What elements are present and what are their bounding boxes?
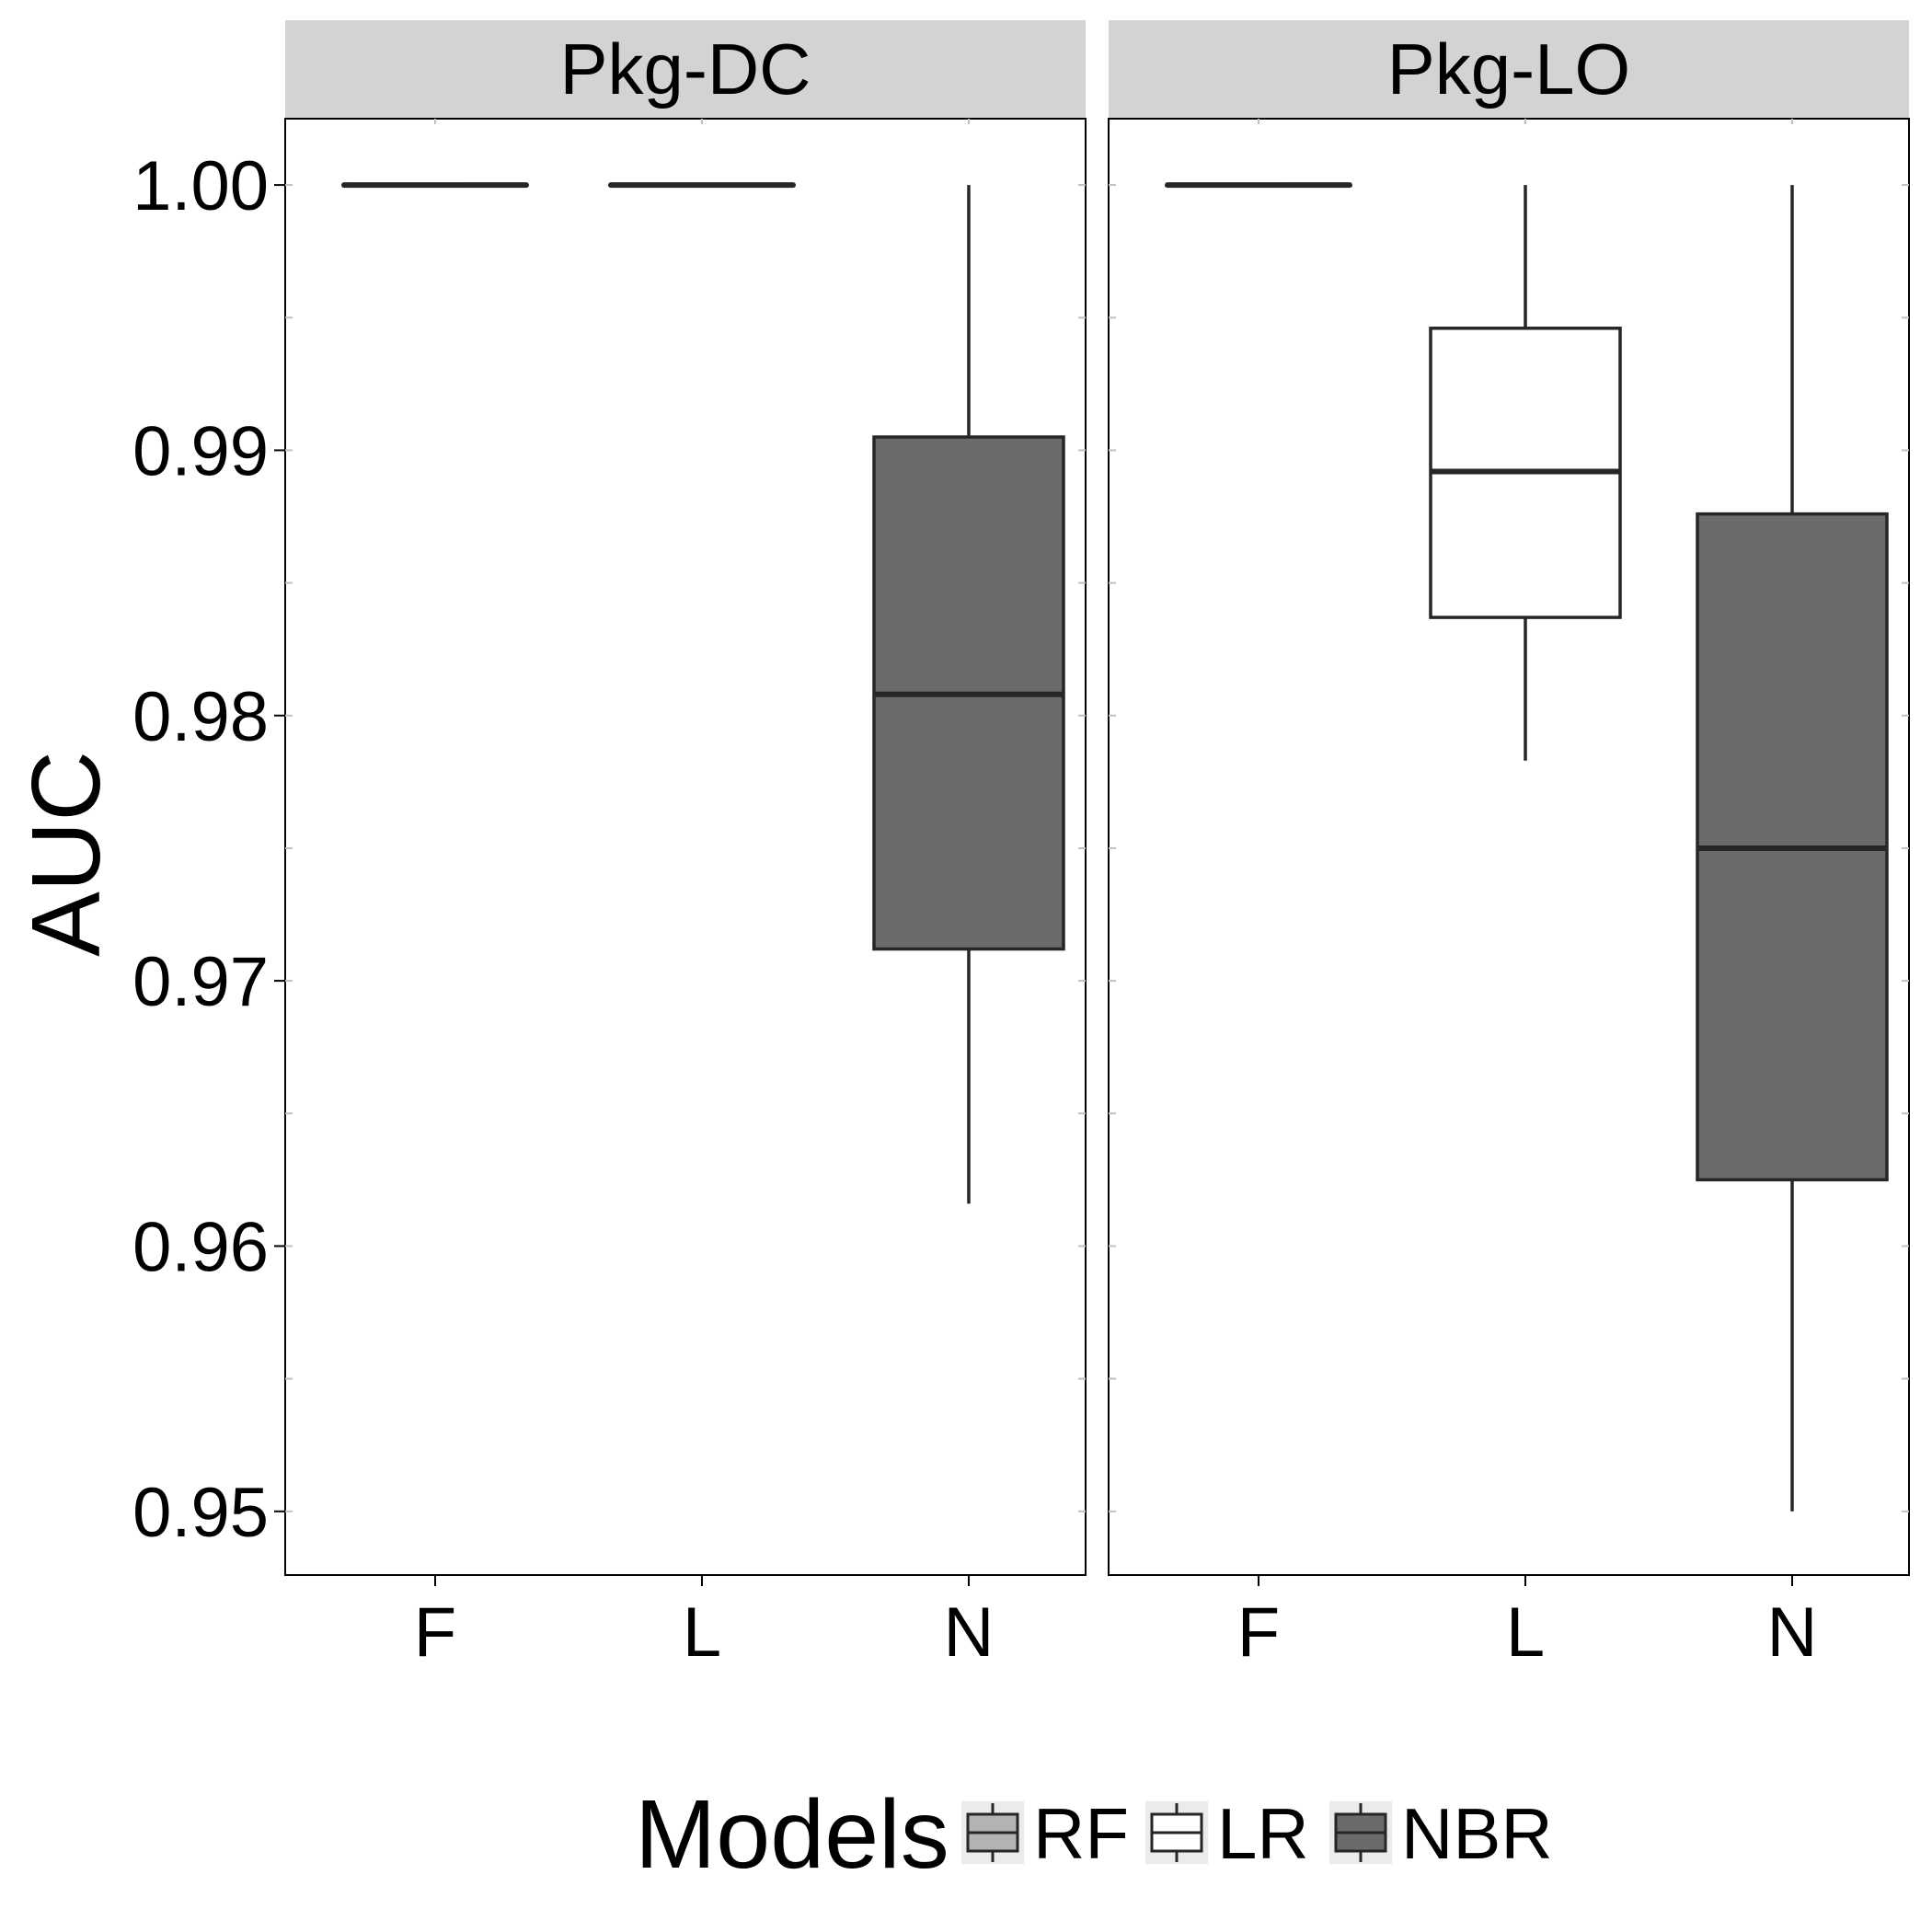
y-axis-title: AUC — [12, 751, 121, 957]
x-tick-label: L — [683, 1593, 721, 1672]
y-tick-label: 0.99 — [132, 412, 269, 490]
y-tick-label: 0.97 — [132, 943, 269, 1021]
legend-entry-nbr: NBR — [1329, 1793, 1553, 1874]
x-tick-label: N — [944, 1593, 995, 1672]
x-tick-label: L — [1506, 1593, 1545, 1672]
legend-title: Models — [635, 1780, 949, 1889]
y-tick-label: 0.98 — [132, 678, 269, 756]
legend-label: LR — [1217, 1793, 1309, 1874]
panel-pkg-dc: Pkg-DC F L N — [284, 20, 1087, 1672]
legend-label: NBR — [1401, 1793, 1553, 1874]
legend: Models RF LR NBR — [635, 1780, 1553, 1889]
y-axis: 1.00 0.99 0.98 0.97 0.96 0.95 — [132, 147, 285, 1552]
legend-label: RF — [1033, 1793, 1129, 1874]
panel-title: Pkg-LO — [1387, 29, 1630, 109]
x-tick-label: N — [1767, 1593, 1818, 1672]
y-tick-label: 0.95 — [132, 1474, 269, 1552]
y-tick-label: 0.96 — [132, 1208, 269, 1286]
legend-entry-lr: LR — [1145, 1793, 1309, 1874]
x-tick-label: F — [1237, 1593, 1280, 1672]
panel-title: Pkg-DC — [559, 29, 811, 109]
panels: Pkg-DC F L N Pkg-LO F L N — [284, 20, 1910, 1672]
panel-strip — [285, 20, 1086, 119]
panel-strip — [1109, 20, 1909, 119]
legend-entry-rf: RF — [961, 1793, 1129, 1874]
panel-pkg-lo: Pkg-LO F L N — [1108, 20, 1910, 1672]
y-tick-label: 1.00 — [132, 147, 269, 225]
box-nbr-n — [1696, 185, 1889, 1512]
x-tick-label: F — [414, 1593, 456, 1672]
box-lr-l — [1429, 185, 1622, 761]
box-nbr-n — [872, 185, 1065, 1204]
